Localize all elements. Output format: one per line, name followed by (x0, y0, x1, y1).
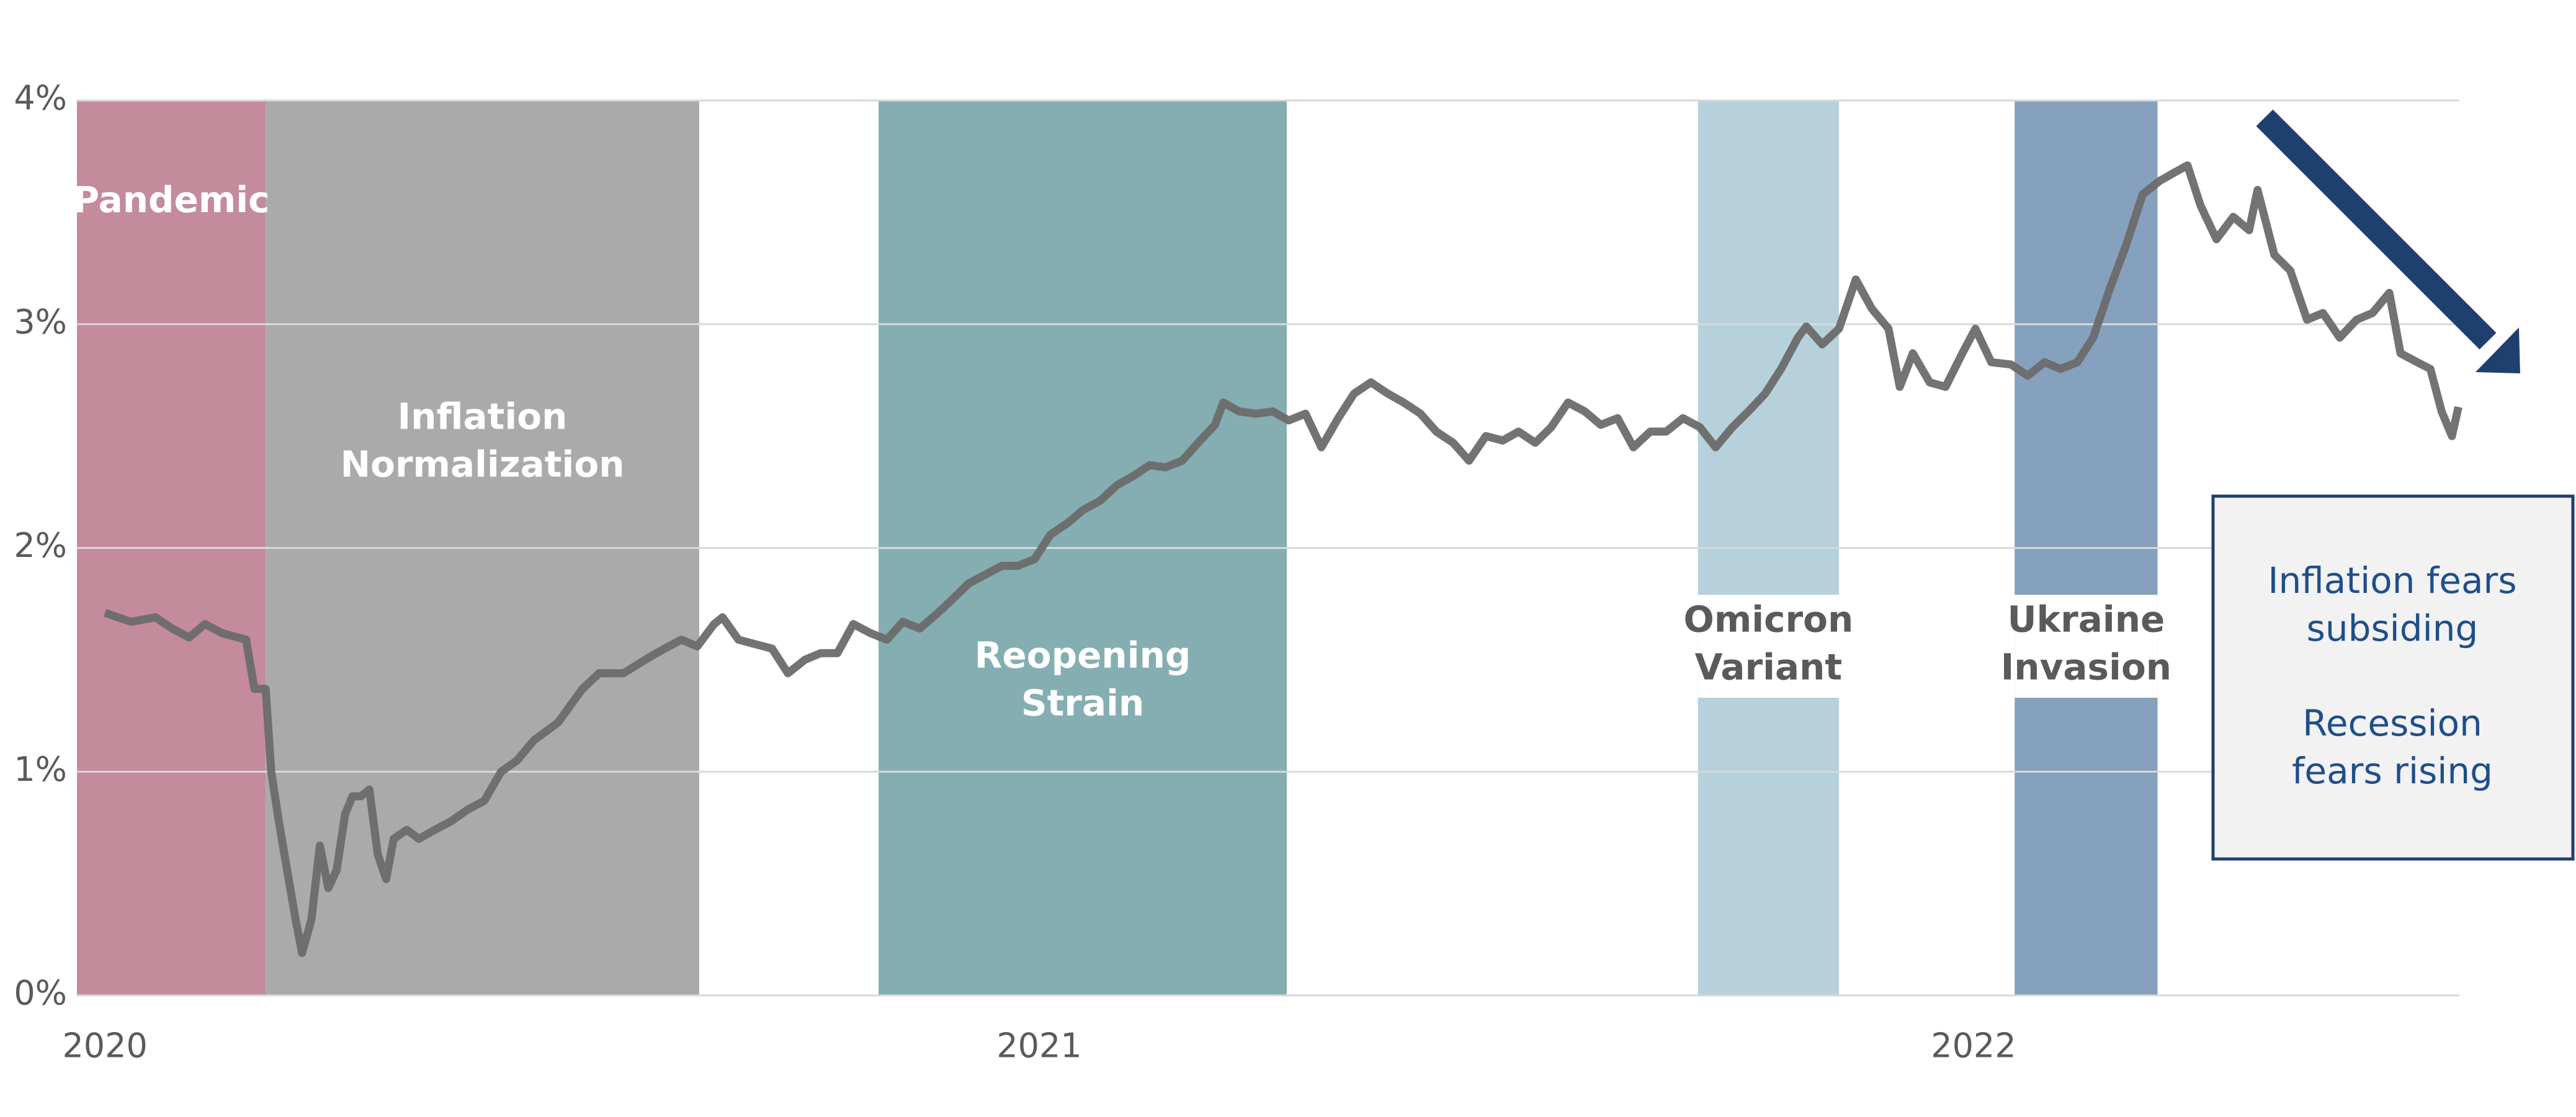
x-tick-label: 2021 (996, 1026, 1081, 1066)
period-label: Omicron (1684, 599, 1854, 641)
grid: 0% 1% 2% 3% 4% 2020 2021 2022 (14, 79, 2459, 1066)
period-label: Pandemic (73, 179, 270, 221)
period-label: Reopening (975, 634, 1191, 677)
annotation-text: Inflation fears (2268, 559, 2516, 602)
trend-arrow-head (2475, 327, 2520, 373)
label-gap (1697, 595, 1840, 698)
label-gap (2015, 595, 2158, 698)
x-tick-label: 2022 (1931, 1026, 2016, 1066)
x-tick-label: 2020 (62, 1026, 147, 1066)
period-label: Normalization (341, 443, 625, 486)
annotation-text: fears rising (2292, 750, 2493, 792)
annotation-box (2211, 494, 2575, 861)
series-line (104, 161, 2462, 957)
period-label: Variant (1695, 646, 1843, 688)
annotation: Inflation fears subsiding Recession fears r… (2268, 559, 2516, 792)
period-label: Strain (1021, 682, 1144, 724)
period-labels: Pandemic Inflation Normalization Reopening S… (73, 179, 2171, 724)
trend-arrow-shaft (2256, 109, 2497, 350)
period-label: Ukraine (2007, 599, 2165, 641)
y-tick-label: 4% (14, 79, 67, 118)
series (104, 161, 2462, 957)
y-tick-label: 3% (14, 302, 67, 341)
period-label: Invasion (2001, 646, 2171, 688)
y-tick-label: 1% (14, 750, 67, 789)
annotation-text: subsiding (2307, 607, 2479, 649)
annotation-text: Recession (2302, 702, 2482, 744)
y-tick-label: 0% (14, 974, 67, 1013)
period-label: Inflation (398, 396, 568, 438)
y-tick-label: 2% (14, 526, 67, 565)
